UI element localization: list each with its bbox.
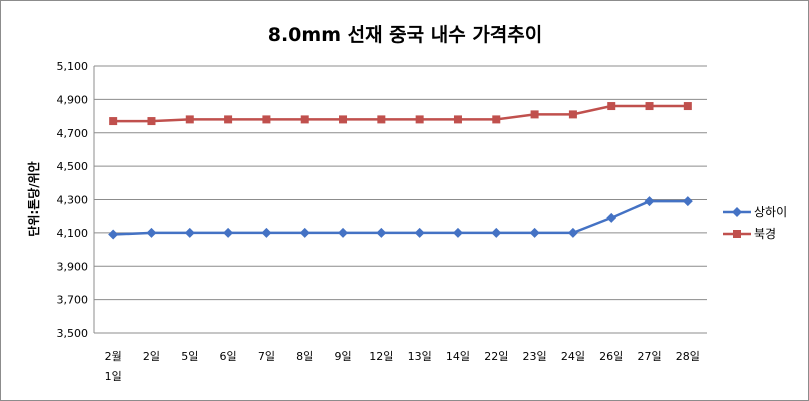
data-point (146, 227, 157, 238)
data-point (224, 115, 233, 124)
data-point (338, 227, 349, 238)
x-tick-label: 12일 (369, 349, 393, 363)
x-tick-label: 9일 (334, 349, 351, 363)
x-axis-ticks: 2월 1일 2일 5일 6일 7일 8일 9일 12일 13일 14일 22일 23일 24일 26일 27일… (105, 349, 700, 383)
data-point (529, 227, 540, 238)
y-tick-label: 4,500 (57, 160, 89, 173)
data-point (644, 196, 655, 207)
chart-title: 8.0mm 선재 중국 내수 가격추이 (268, 24, 543, 46)
data-point (109, 117, 118, 126)
series-line (113, 199, 688, 236)
data-point (262, 115, 271, 124)
data-point (377, 115, 386, 124)
legend-marker (732, 207, 742, 217)
series-line (113, 104, 688, 123)
data-point (414, 227, 425, 238)
data-point (261, 227, 272, 238)
x-tick-label: 8일 (296, 349, 313, 363)
x-tick-label: 26일 (599, 349, 623, 363)
x-tick-label: 5일 (181, 349, 198, 363)
data-point (108, 229, 119, 240)
x-tick-label: 6일 (220, 349, 237, 363)
data-point (606, 212, 617, 223)
x-tick-label: 2일 (143, 349, 160, 363)
data-point (223, 227, 234, 238)
legend-label: 북경 (754, 227, 776, 241)
y-tick-label: 3,700 (57, 294, 89, 307)
y-tick-label: 3,900 (57, 260, 89, 273)
x-tick-label: 7일 (258, 349, 275, 363)
y-tick-label: 5,100 (57, 60, 89, 73)
data-point (530, 110, 539, 119)
y-tick-label: 3,500 (57, 327, 89, 340)
data-point (453, 115, 462, 124)
y-tick-label: 4,700 (57, 127, 89, 140)
data-point (682, 196, 693, 207)
x-tick-label: 23일 (523, 349, 547, 363)
data-point (415, 115, 424, 124)
x-tick-label: 13일 (408, 349, 432, 363)
data-point (147, 117, 156, 126)
x-tick-label: 2월 1일 (105, 350, 122, 383)
x-tick-label: 27일 (637, 349, 661, 363)
x-tick-label: 28일 (676, 349, 700, 363)
x-tick-label: 22일 (484, 349, 508, 363)
y-tick-label: 4,100 (57, 227, 89, 240)
y-axis-label: 단위:톤당/위안 (26, 161, 41, 236)
x-tick-label: 24일 (561, 349, 585, 363)
data-point (568, 110, 577, 119)
data-point (683, 102, 692, 111)
legend-label: 상하이 (754, 205, 787, 219)
series-group (108, 102, 693, 240)
data-point (185, 115, 194, 124)
data-point (339, 115, 348, 124)
data-point (376, 227, 387, 238)
data-point (492, 115, 501, 124)
data-point (645, 102, 654, 111)
y-axis-ticks: 3,500 3,700 3,900 4,100 4,300 4,500 4,700 4,900… (57, 60, 89, 340)
legend-marker (733, 230, 741, 238)
data-point (184, 227, 195, 238)
y-tick-label: 4,300 (57, 194, 89, 207)
data-point (567, 227, 578, 238)
data-point (491, 227, 502, 238)
x-tick-label: 14일 (446, 349, 470, 363)
data-point (299, 227, 310, 238)
data-point (300, 115, 309, 124)
data-point (607, 102, 616, 111)
data-point (452, 227, 463, 238)
y-tick-label: 4,900 (57, 93, 89, 106)
